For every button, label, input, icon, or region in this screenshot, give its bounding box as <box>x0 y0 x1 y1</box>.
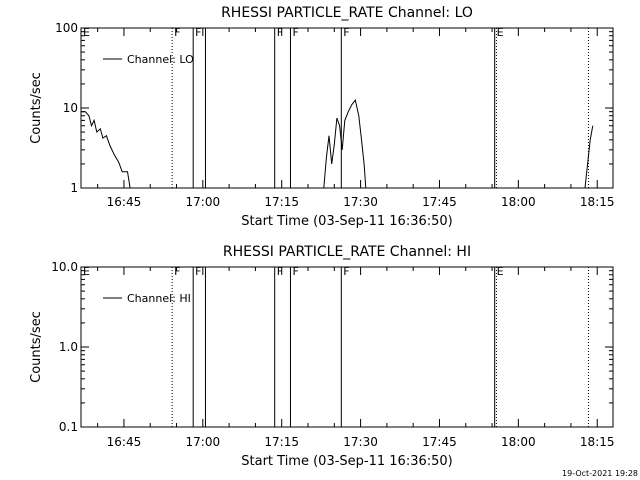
chart-2-edge-marker-label: E <box>83 265 90 278</box>
chart-2-xtick-label: 17:15 <box>264 435 299 449</box>
chart-1-xtick-label: 17:15 <box>264 195 299 209</box>
chart-1-ytick-label: 100 <box>55 21 78 35</box>
chart-1-ytick-label: 1 <box>70 181 78 195</box>
chart-2-ytick-label: 10.0 <box>51 260 78 274</box>
chart-2-event-marker-label: F <box>277 265 283 278</box>
lo-channel-chart: RHESSI PARTICLE_RATE Channel: LO 1 10 100 16… <box>29 5 615 229</box>
chart-1-xlabel: Start Time (03-Sep-11 16:36:50) <box>241 214 452 229</box>
chart-2-ytick-label: 1.0 <box>59 340 78 354</box>
chart-2-ytick-label: 0.1 <box>59 420 78 434</box>
chart-1-plot-frame <box>80 27 614 189</box>
chart-1-event-marker-label: E <box>497 26 504 39</box>
chart-2-xtick-label: 18:00 <box>501 435 536 449</box>
chart-2-xtick-label: 17:00 <box>186 435 221 449</box>
chart-2-xtick-label: 18:15 <box>580 435 615 449</box>
chart-2-xtick-label: 17:30 <box>343 435 378 449</box>
chart-1-xtick-label: 16:45 <box>107 195 142 209</box>
chart-1-xtick-label: 18:15 <box>580 195 615 209</box>
chart-2-ylabel: Counts/sec <box>29 311 44 383</box>
chart-1-xtick-label: 18:00 <box>501 195 536 209</box>
hi-channel-chart: RHESSI PARTICLE_RATE Channel: HI 0.1 1.0 10… <box>29 244 615 469</box>
chart-1-ytick-label: 10 <box>63 101 78 115</box>
chart-2-plot-frame <box>80 266 614 428</box>
chart-1-xtick-label: 17:45 <box>422 195 457 209</box>
chart-1-event-marker-label: F <box>195 26 201 39</box>
chart-1-event-marker-label: F <box>277 26 283 39</box>
chart-1-series-line <box>323 99 367 189</box>
chart-1-legend-label: Channel: LO <box>127 53 194 66</box>
chart-2-event-marker-label: F <box>343 265 349 278</box>
chart-1-ylabel: Counts/sec <box>29 72 44 144</box>
chart-1-event-marker-label: F <box>343 26 349 39</box>
chart-2-event-marker-label: F <box>195 265 201 278</box>
chart-2-xtick-label: 16:45 <box>107 435 142 449</box>
chart-1-xtick-label: 17:00 <box>186 195 221 209</box>
chart-1-title: RHESSI PARTICLE_RATE Channel: LO <box>221 5 473 21</box>
chart-1-series-line <box>584 125 594 189</box>
chart-2-xlabel: Start Time (03-Sep-11 16:36:50) <box>241 454 452 469</box>
chart-2-title: RHESSI PARTICLE_RATE Channel: HI <box>223 244 471 260</box>
footer-date: 19-Oct-2021 19:28 <box>562 469 638 478</box>
chart-2-xtick-label: 17:45 <box>422 435 457 449</box>
chart-2-event-marker-label: F <box>174 265 180 278</box>
chart-2-event-marker-label: E <box>497 265 504 278</box>
chart-2-event-marker-label: F <box>292 265 298 278</box>
chart-1-series-line <box>81 111 131 189</box>
chart-1-xtick-label: 17:30 <box>343 195 378 209</box>
chart-2-legend-label: Channel: HI <box>127 292 191 305</box>
chart-1-event-marker-label: F <box>174 26 180 39</box>
chart-1-edge-marker-label: E <box>83 26 90 39</box>
chart-1-event-marker-label: F <box>292 26 298 39</box>
